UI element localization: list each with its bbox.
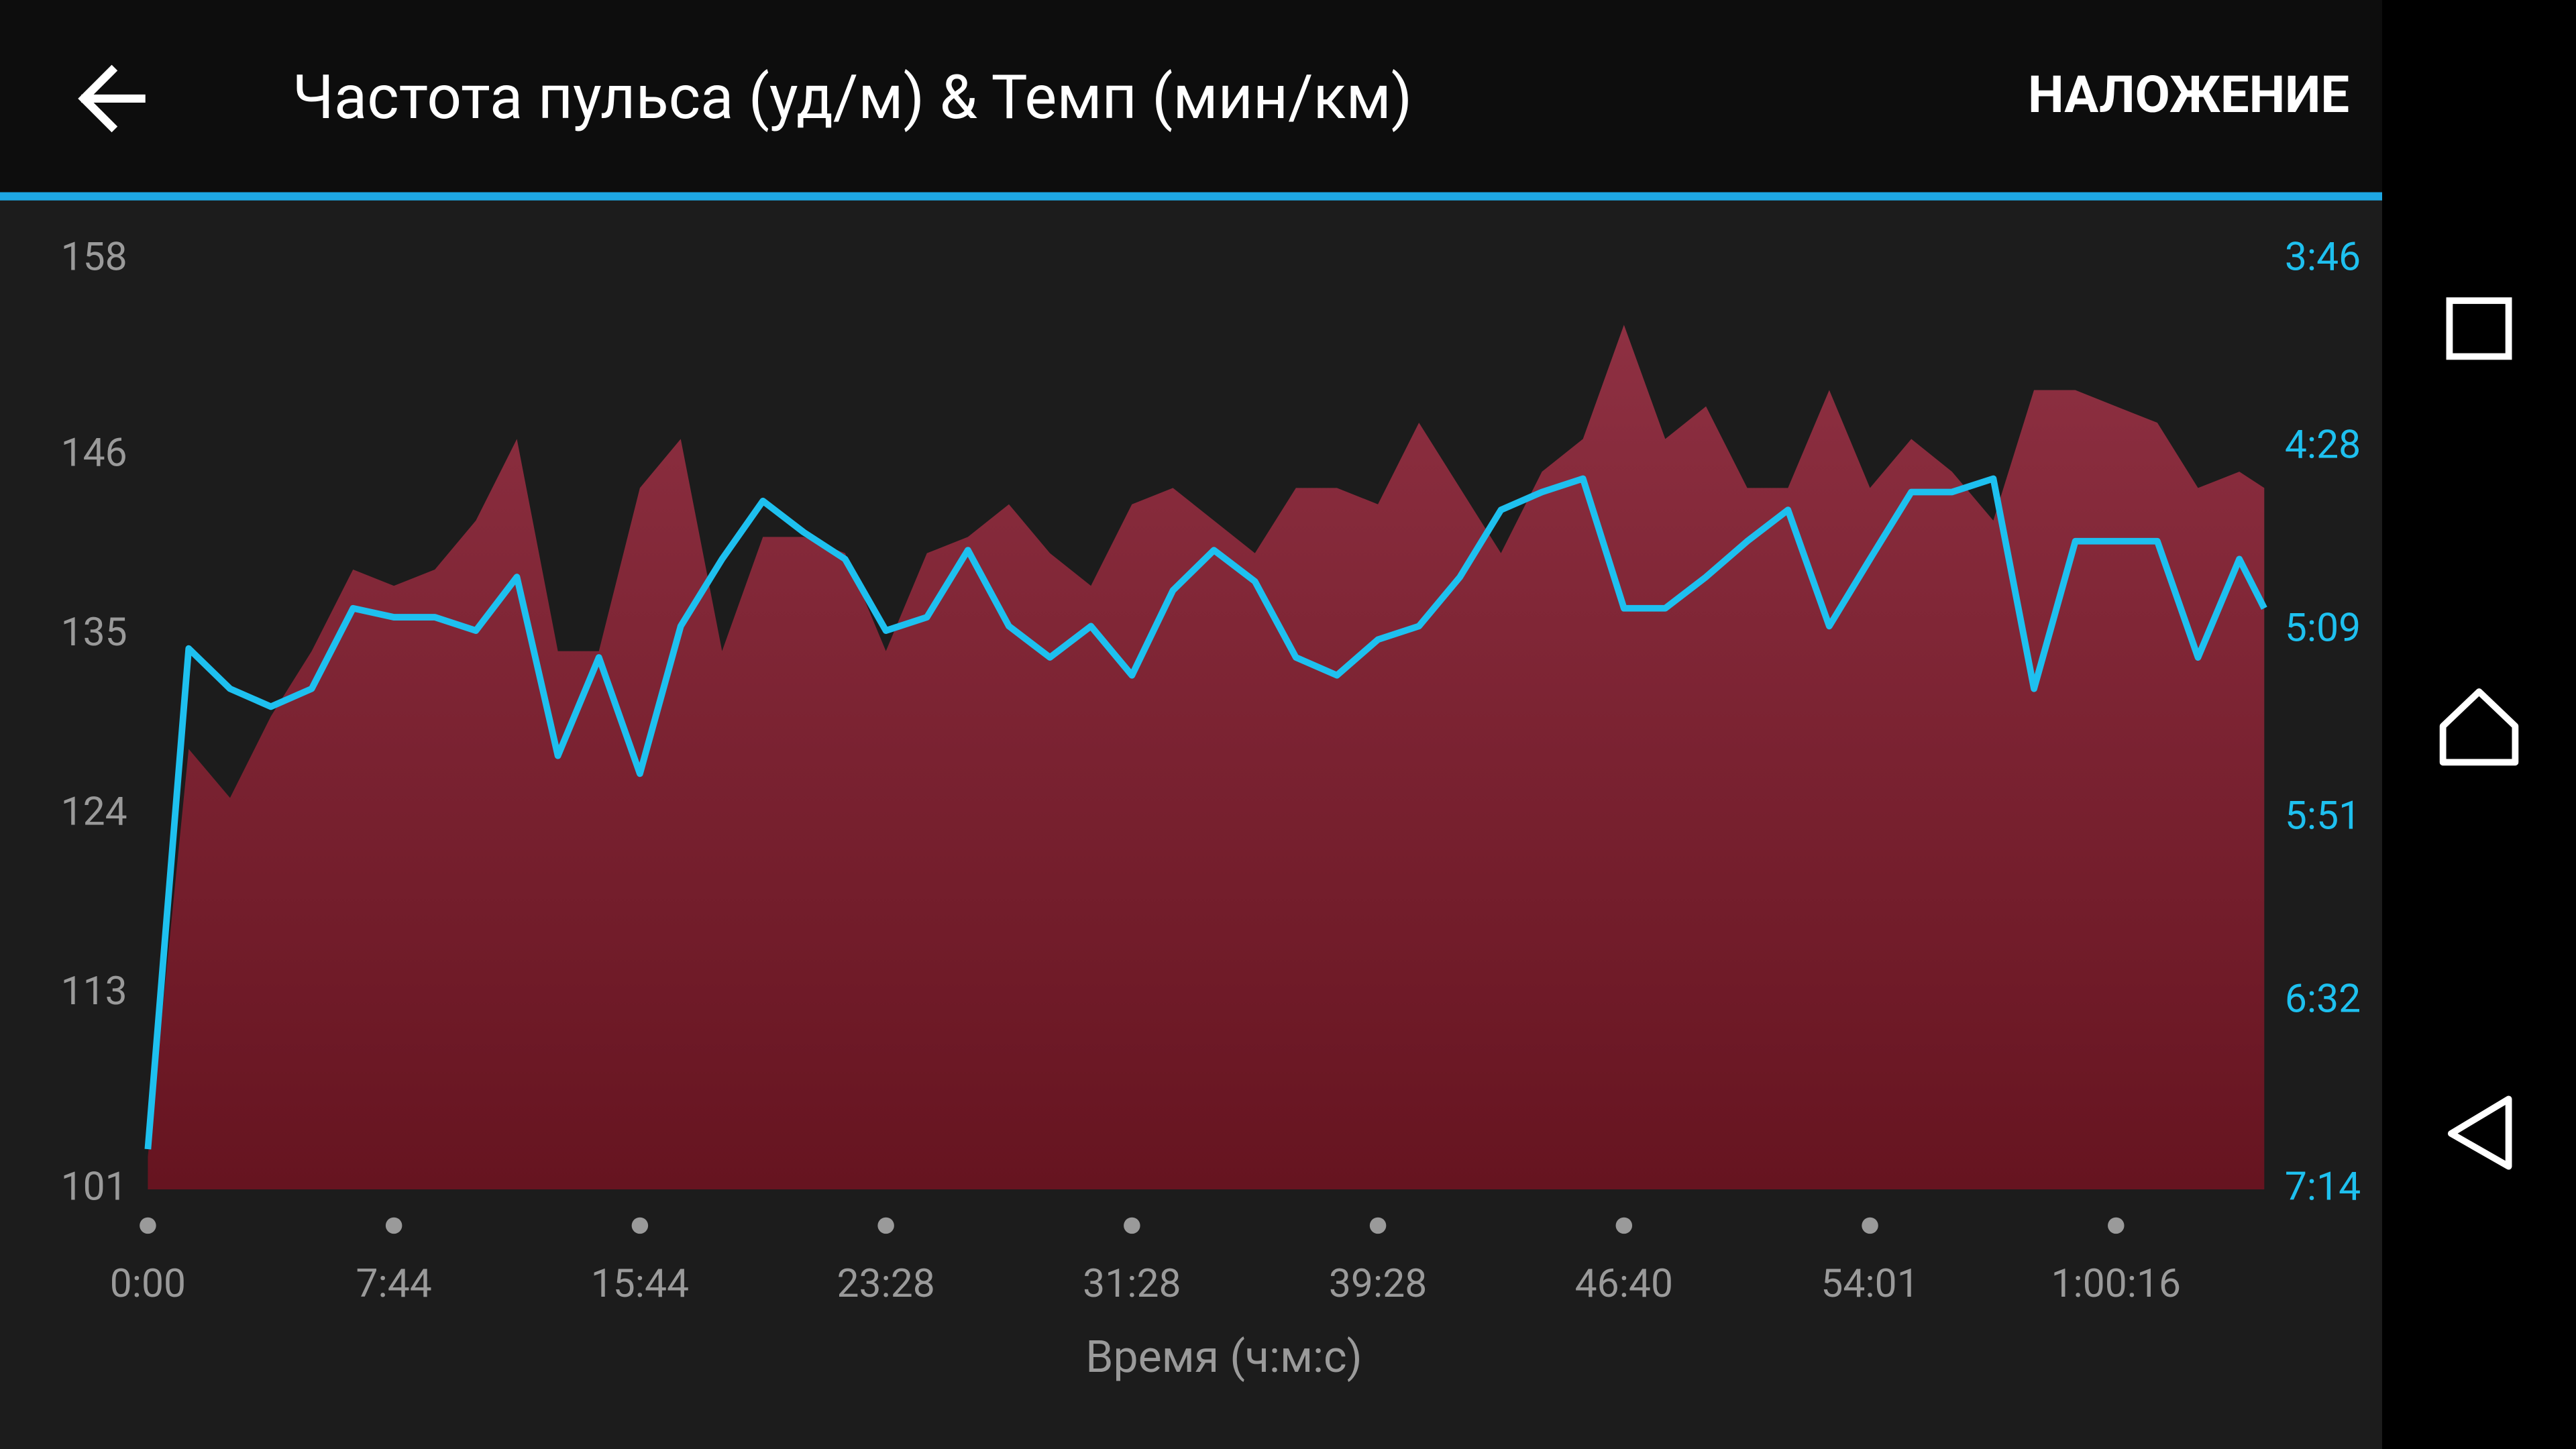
y-tick-label: 158 [61, 233, 127, 280]
x-tick-mark [877, 1217, 894, 1234]
x-tick-mark [385, 1217, 402, 1234]
overlay-button[interactable]: НАЛОЖЕНИЕ [2028, 65, 2349, 125]
x-tick-label: 1:00:16 [2051, 1260, 2181, 1307]
recents-button[interactable] [2446, 297, 2512, 360]
y2-tick-label: 4:28 [2285, 421, 2361, 468]
y-tick-label: 124 [61, 788, 127, 835]
y-tick-label: 146 [61, 429, 127, 476]
x-tick-mark [140, 1217, 156, 1234]
back-button[interactable] [78, 64, 146, 133]
nav-bar [2382, 0, 2576, 1449]
x-tick-label: 39:28 [1329, 1260, 1427, 1307]
x-tick-mark [1369, 1217, 1387, 1234]
y2-tick-label: 5:51 [2285, 792, 2361, 839]
app-bar [0, 0, 2383, 194]
nav-back-button[interactable] [2447, 1095, 2512, 1170]
x-tick-label: 46:40 [1575, 1260, 1673, 1307]
x-tick-mark [1124, 1217, 1140, 1234]
app-bar-accent [0, 192, 2383, 201]
y2-tick-label: 6:32 [2285, 976, 2361, 1022]
x-tick-label: 0:00 [110, 1260, 186, 1307]
screen-title: Частота пульса (уд/м) & Темп (мин/км) [292, 62, 1412, 133]
pace-line [144, 475, 2267, 1150]
x-tick-mark [2108, 1217, 2125, 1234]
heart-rate-area [148, 325, 2265, 1190]
y2-tick-label: 3:46 [2285, 233, 2361, 280]
y-tick-label: 113 [61, 968, 127, 1014]
y2-tick-label: 5:09 [2285, 605, 2361, 651]
x-tick-label: 23:28 [837, 1260, 934, 1307]
x-tick-mark [1862, 1217, 1878, 1234]
x-axis-label: Время (ч:м:с) [1085, 1332, 1362, 1383]
x-tick-label: 15:44 [591, 1260, 689, 1307]
x-tick-mark [1615, 1217, 1633, 1234]
home-button[interactable] [2439, 688, 2519, 766]
plot: 101 113 124 135 146 158 7:14 6:32 5:51 5:09 4:28 3:… [61, 233, 2361, 1307]
x-tick-label: 31:28 [1083, 1260, 1181, 1307]
y-tick-label: 135 [61, 609, 127, 655]
x-tick-label: 54:01 [1821, 1260, 1919, 1307]
x-tick-mark [631, 1217, 649, 1234]
x-tick-label: 7:44 [356, 1260, 431, 1307]
y-tick-label: 101 [61, 1164, 127, 1210]
y2-tick-label: 7:14 [2285, 1164, 2361, 1210]
